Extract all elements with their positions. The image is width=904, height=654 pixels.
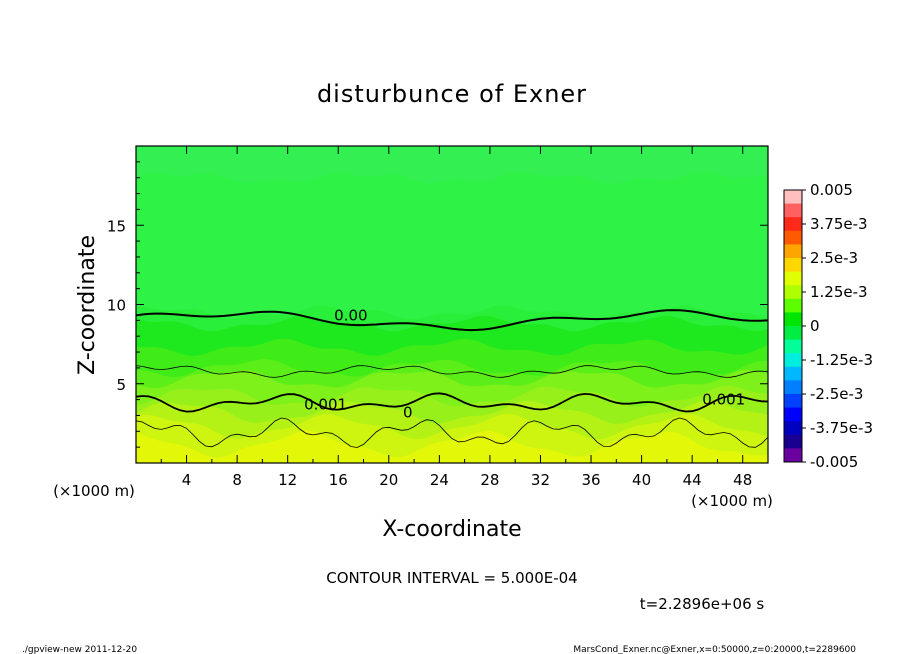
x-tick-label: 32 <box>531 471 550 489</box>
colorbar-label: 1.25e-3 <box>810 283 868 301</box>
footer-left: ./gpview-new 2011-12-20 <box>22 645 137 654</box>
colorbar-swatch <box>784 421 802 436</box>
colorbar-swatch <box>784 434 802 449</box>
contour-label: 0 <box>403 403 413 421</box>
colorbar-swatch <box>784 230 802 245</box>
contour-label: 0.00 <box>334 307 367 325</box>
y-tick-label: 15 <box>107 217 126 235</box>
x-unit-right: (×1000 m) <box>691 492 773 510</box>
x-tick-label: 20 <box>379 471 398 489</box>
plot-area <box>136 146 768 463</box>
footer-right: MarsCond_Exner.nc@Exner,x=0:50000,z=0:20… <box>573 645 856 654</box>
x-tick-label: 28 <box>480 471 499 489</box>
colorbar-swatch <box>784 312 802 327</box>
x-tick-label: 40 <box>632 471 651 489</box>
colorbar-label: 3.75e-3 <box>810 215 868 233</box>
contour-interval: CONTOUR INTERVAL = 5.000E-04 <box>326 569 577 587</box>
x-axis-label: X-coordinate <box>382 517 521 542</box>
y-axis: 5 10 15 <box>107 161 768 448</box>
colorbar-label: 0 <box>810 317 820 335</box>
colorbar-swatch <box>784 448 802 463</box>
contour-label: 0.001 <box>702 391 745 409</box>
colorbar-swatch <box>784 203 802 218</box>
contour-labels: 0.00 0.001 0 0.001 <box>304 307 745 422</box>
contour-fill <box>136 171 768 463</box>
x-tick-label: 12 <box>278 471 297 489</box>
colorbar-label: 2.5e-3 <box>810 249 858 267</box>
contour-line <box>136 309 768 332</box>
colorbar-swatch <box>784 407 802 422</box>
colorbar-swatch <box>784 394 802 409</box>
colorbar-label: -3.75e-3 <box>810 419 873 437</box>
colorbar-swatch <box>784 298 802 313</box>
x-tick-label: 44 <box>683 471 702 489</box>
contour-line <box>136 392 768 413</box>
time-label: t=2.2896e+06 s <box>640 595 765 613</box>
colorbar-labels: 0.005 3.75e-3 2.5e-3 1.25e-3 0 -1.25e-3 -2.5e-… <box>802 181 873 471</box>
colorbar-swatch <box>784 258 802 273</box>
x-axis: 4 8 12 16 20 24 28 32 36 40 44 48 <box>160 146 752 489</box>
colorbar-swatch <box>784 190 802 205</box>
contour-line <box>136 417 768 448</box>
colorbar-swatch <box>784 285 802 300</box>
contour-line <box>136 365 768 378</box>
x-tick-label: 36 <box>581 471 600 489</box>
colorbar-swatch <box>784 353 802 368</box>
colorbar-swatch <box>784 339 802 354</box>
x-tick-label: 48 <box>733 471 752 489</box>
x-tick-label: 24 <box>430 471 449 489</box>
colorbar-label: -0.005 <box>810 453 858 471</box>
colorbar-label: -1.25e-3 <box>810 351 873 369</box>
chart-title: disturbunce of Exner <box>317 80 587 108</box>
colorbar-label: -2.5e-3 <box>810 385 863 403</box>
colorbar-swatch <box>784 326 802 341</box>
x-tick-label: 16 <box>329 471 348 489</box>
contour-band <box>136 430 768 463</box>
y-tick-label: 5 <box>116 376 126 394</box>
colorbar-swatch <box>784 271 802 286</box>
colorbar <box>783 189 803 463</box>
y-axis-label: Z-coordinate <box>75 235 100 375</box>
colorbar-swatch <box>784 380 802 395</box>
contour-label: 0.001 <box>304 395 347 413</box>
x-unit-left: (×1000 m) <box>53 482 135 500</box>
x-tick-label: 8 <box>232 471 242 489</box>
contour-lines <box>136 309 768 448</box>
colorbar-swatch <box>784 244 802 259</box>
y-tick-label: 10 <box>107 297 126 315</box>
x-tick-label: 4 <box>182 471 192 489</box>
colorbar-swatch <box>784 217 802 232</box>
colorbar-label: 0.005 <box>810 181 853 199</box>
colorbar-swatch <box>784 366 802 381</box>
